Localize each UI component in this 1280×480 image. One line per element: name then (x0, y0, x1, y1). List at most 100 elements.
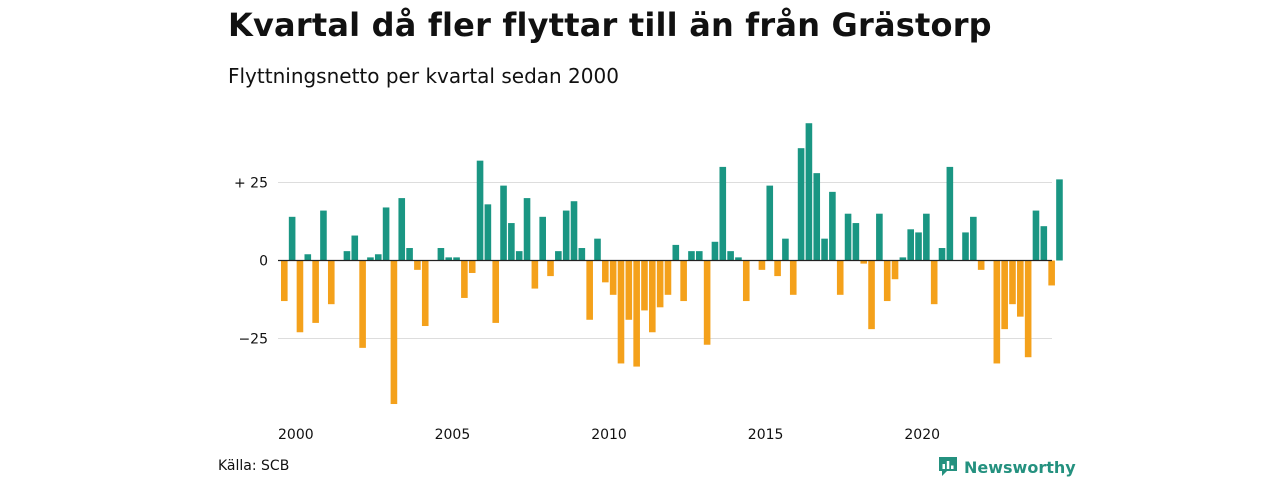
brand-name: Newsworthy (964, 457, 1076, 477)
bar (390, 260, 398, 405)
bar (617, 260, 625, 364)
bar (633, 260, 640, 367)
bar (868, 260, 875, 330)
bar (398, 198, 406, 261)
bar (500, 185, 507, 261)
bar (539, 216, 546, 261)
bar (547, 260, 554, 277)
bar (453, 257, 460, 261)
bar (304, 254, 312, 261)
bar (288, 216, 296, 261)
bar (515, 251, 523, 261)
bar (382, 207, 390, 261)
bar (1032, 210, 1040, 261)
bar (782, 238, 789, 261)
bar (1056, 179, 1063, 261)
bar (609, 260, 617, 295)
bar (367, 257, 374, 261)
bar (656, 260, 664, 308)
bar (805, 123, 813, 261)
x-axis-ticks: 2000 2005 2010 2015 2020 (278, 427, 940, 443)
bar (844, 213, 852, 261)
bar (946, 166, 954, 261)
bar (860, 260, 868, 264)
newsworthy-icon (939, 457, 957, 476)
bar (359, 260, 366, 348)
bar (414, 260, 421, 270)
brand-logo: Newsworthy (938, 456, 1076, 478)
y-axis-ticks: + 25 0 −25 (234, 176, 268, 348)
bar (735, 257, 742, 261)
chart-title: Kvartal då fler flyttar till än från Grä… (228, 6, 992, 44)
bar (476, 160, 484, 261)
bar (484, 204, 492, 261)
bar (281, 260, 288, 302)
bar (641, 260, 648, 311)
bar (1040, 226, 1048, 261)
bar (923, 213, 930, 261)
x-tick-label: 2010 (591, 427, 627, 443)
bar (492, 260, 500, 323)
bar (343, 251, 351, 261)
bar (703, 260, 711, 345)
bar (672, 244, 680, 261)
bar (876, 213, 883, 261)
bar (562, 210, 570, 261)
bar (993, 260, 1001, 364)
bar (930, 260, 938, 305)
bar (406, 248, 413, 261)
bar (766, 185, 774, 261)
bar (523, 198, 531, 261)
bar (829, 191, 836, 261)
bar (695, 251, 703, 261)
bar (907, 229, 914, 261)
bar (719, 166, 727, 261)
bar (461, 260, 468, 298)
bar (915, 232, 922, 261)
bar (664, 260, 672, 295)
bar (883, 260, 891, 302)
bar (312, 260, 319, 323)
bar (758, 260, 766, 270)
bar (578, 248, 586, 261)
bar (711, 241, 719, 261)
bar (789, 260, 797, 295)
bar (1024, 260, 1032, 358)
bar (586, 260, 593, 320)
bar (468, 260, 476, 273)
bar (531, 260, 539, 289)
bar (351, 235, 359, 261)
x-tick-label: 2005 (435, 427, 471, 443)
bar (570, 201, 578, 261)
bar (977, 260, 985, 270)
bar (899, 257, 907, 261)
bar (1048, 260, 1055, 286)
chart-subtitle: Flyttningsnetto per kvartal sedan 2000 (228, 64, 619, 88)
grid-lines (278, 182, 1052, 339)
bar (836, 260, 844, 295)
bar (970, 216, 977, 261)
bar (938, 248, 946, 261)
bar (1009, 260, 1016, 305)
bar (742, 260, 750, 302)
y-tick-label: + 25 (234, 176, 268, 192)
bar (320, 210, 327, 261)
bar (688, 251, 695, 261)
bar (852, 223, 860, 261)
bar (625, 260, 633, 320)
bar (774, 260, 781, 277)
bar (594, 238, 601, 261)
bar (1017, 260, 1024, 317)
bar (821, 238, 828, 261)
bar (508, 223, 515, 261)
bar (813, 173, 821, 261)
source-note: Källa: SCB (218, 458, 290, 474)
x-tick-label: 2015 (748, 427, 784, 443)
bar (727, 251, 734, 261)
bar (437, 248, 445, 261)
bar (445, 257, 453, 261)
x-tick-label: 2000 (278, 427, 314, 443)
bar (680, 260, 687, 302)
bar (962, 232, 969, 261)
bar (891, 260, 899, 280)
